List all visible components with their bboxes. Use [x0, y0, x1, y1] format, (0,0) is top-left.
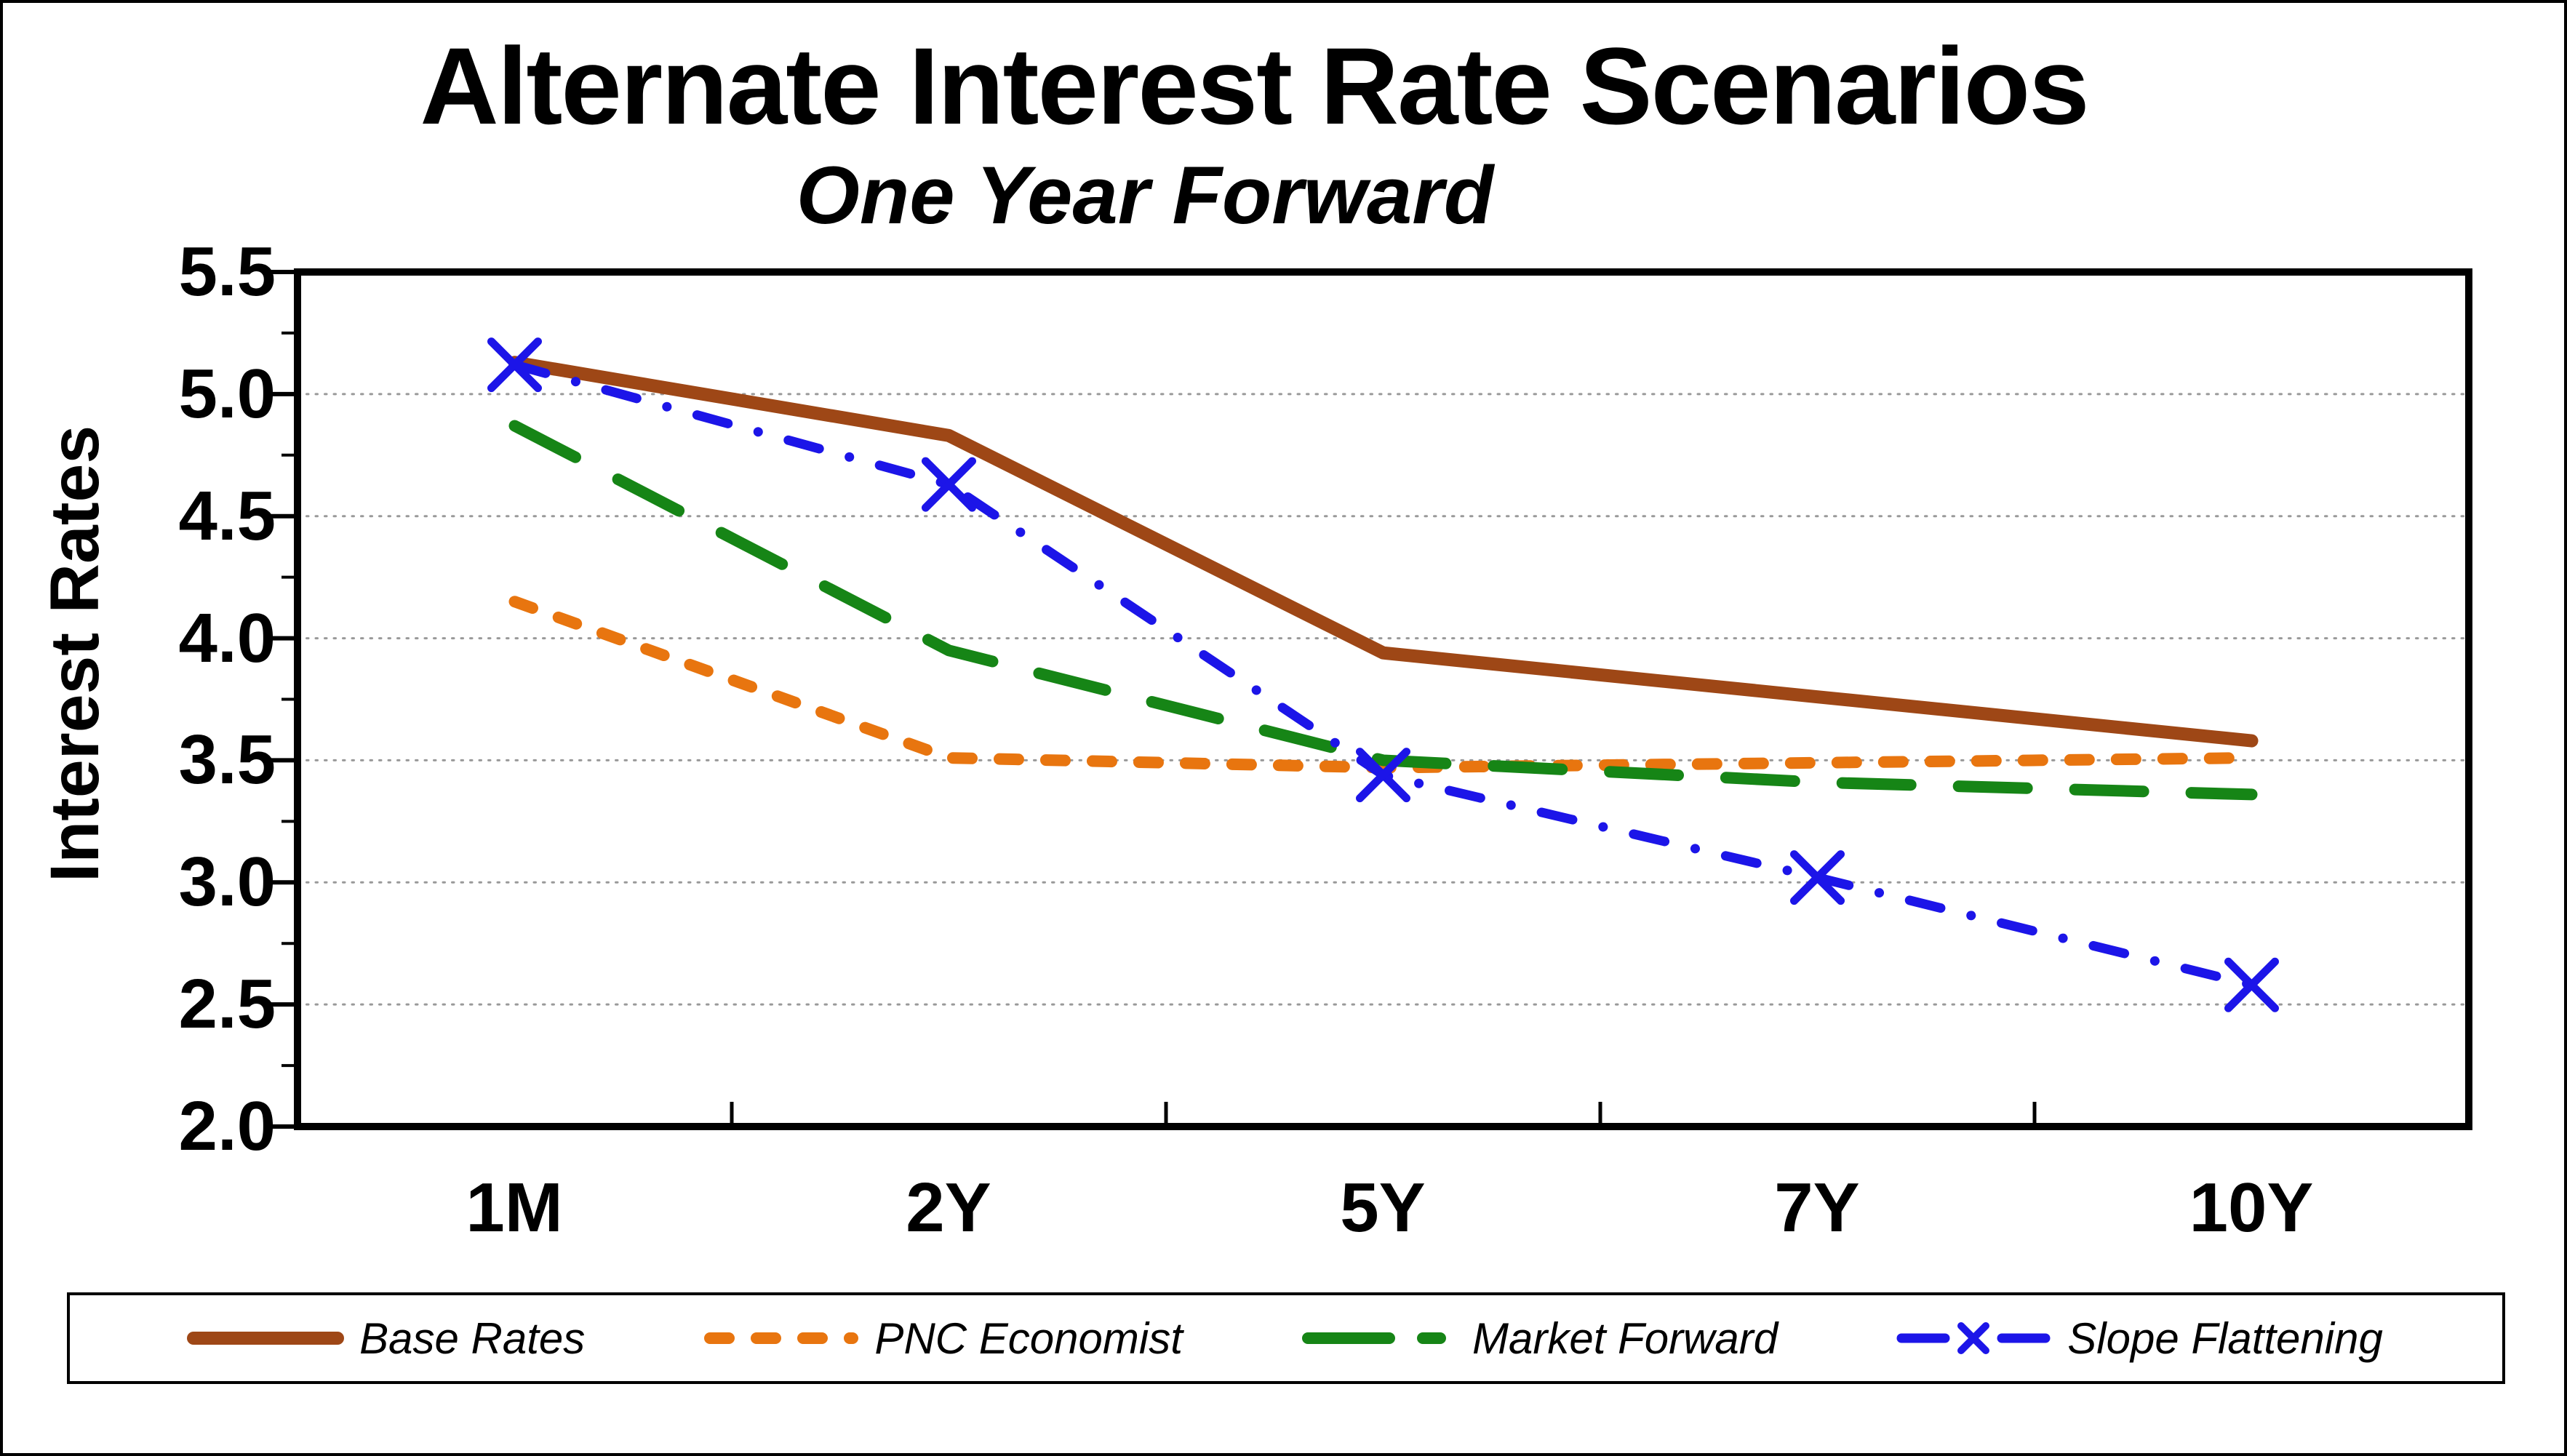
legend-entry-base-rates: Base Rates — [187, 1313, 586, 1364]
x-marker-slope-flattening — [487, 337, 542, 393]
legend-entry-slope-flattening: Slope Flattening — [1896, 1313, 2383, 1364]
x-tick-label: 1M — [466, 1169, 563, 1247]
legend-sample-long-dash-line — [1302, 1332, 1457, 1344]
x-tick-label: 7Y — [1774, 1169, 1860, 1247]
legend-label: Base Rates — [359, 1313, 586, 1363]
legend-label: Slope Flattening — [2067, 1313, 2383, 1363]
series-line-market-forward — [508, 420, 2258, 801]
legend-label: Market Forward — [1472, 1313, 1778, 1363]
y-tick-label: 2.0 — [178, 1087, 276, 1165]
x-tick-label: 5Y — [1340, 1169, 1426, 1247]
legend-entry-pnc-economist: PNC Economist — [704, 1313, 1183, 1364]
series-line-slope-flattening — [510, 360, 2256, 990]
series-line-base-rates — [508, 356, 2259, 748]
x-marker-slope-flattening — [2224, 957, 2279, 1012]
series-line-pnc-economist — [508, 596, 2258, 774]
legend-box: Base Rates PNC Economist Market Forward — [67, 1292, 2505, 1384]
legend-sample-dash-dot-x-line — [1896, 1322, 2051, 1354]
legend-label: PNC Economist — [874, 1313, 1183, 1363]
plot-border — [294, 268, 2472, 1130]
y-tick-label: 3.5 — [178, 721, 276, 799]
x-tick-label: 10Y — [2189, 1169, 2314, 1247]
y-tick-label: 2.5 — [178, 965, 276, 1043]
y-tick-label: 4.0 — [178, 599, 276, 677]
y-tick-label: 5.0 — [178, 355, 276, 433]
x-tick-label: 2Y — [906, 1169, 991, 1247]
legend-sample-solid-line — [187, 1332, 345, 1345]
x-marker-slope-flattening — [1356, 748, 1410, 803]
y-tick-label: 4.5 — [178, 477, 276, 555]
y-tick-label: 5.5 — [178, 233, 276, 311]
plot-area — [270, 268, 2472, 1130]
x-marker-slope-flattening — [1790, 850, 1845, 905]
legend-entry-market-forward: Market Forward — [1302, 1313, 1778, 1364]
chart-subtitle: One Year Forward — [796, 150, 1494, 241]
x-marker-slope-flattening — [922, 457, 976, 512]
y-tick-label: 3.0 — [178, 843, 276, 921]
chart-title: Alternate Interest Rate Scenarios — [420, 25, 2089, 147]
legend-sample-short-dash-line — [704, 1332, 859, 1344]
x-marker — [1957, 1322, 1990, 1354]
